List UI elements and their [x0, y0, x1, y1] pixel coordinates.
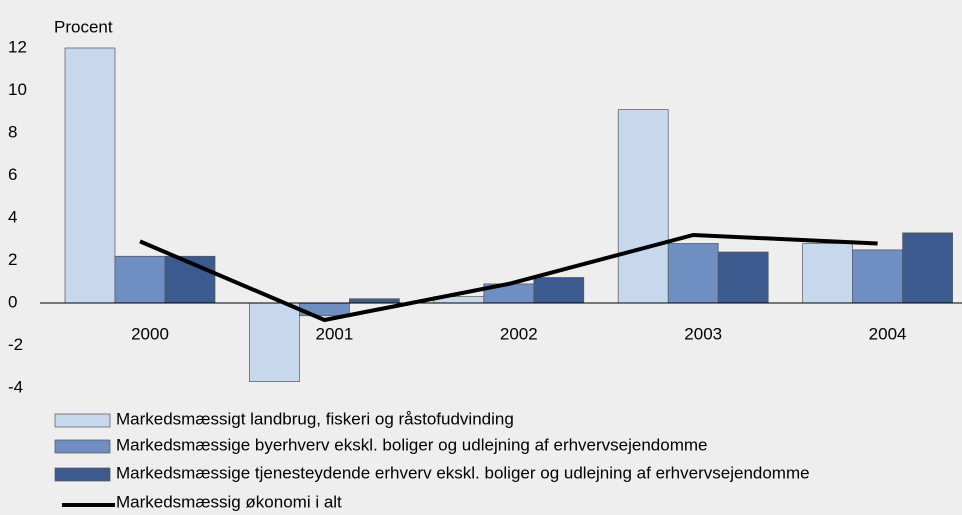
legend-label: Markedsmæssig økonomi i alt	[116, 492, 342, 511]
bar	[617, 109, 669, 304]
bar	[667, 243, 719, 304]
bar	[802, 243, 853, 304]
y-tick-label: 6	[8, 165, 17, 184]
y-axis-label: Procent	[54, 17, 113, 36]
legend-swatch	[54, 439, 111, 454]
x-tick-label: 2002	[500, 324, 538, 343]
legend-label: Markedsmæssige byerhverv ekskl. boliger …	[116, 435, 708, 454]
bar	[717, 251, 769, 304]
y-tick-label: 4	[8, 207, 17, 226]
legend-swatch	[54, 467, 111, 482]
bar	[852, 249, 903, 304]
legend-label: Markedsmæssigt landbrug, fiskeri og råst…	[116, 409, 514, 428]
x-tick-label: 2003	[684, 324, 722, 343]
bar	[249, 302, 300, 382]
x-tick-label: 2001	[315, 324, 353, 343]
y-tick-label: 0	[8, 292, 17, 311]
y-tick-label: 8	[8, 122, 17, 141]
bar	[64, 47, 116, 304]
x-tick-label: 2004	[869, 324, 907, 343]
x-tick-label: 2000	[131, 324, 169, 343]
bar	[533, 277, 585, 304]
bar	[902, 232, 953, 304]
line-series	[139, 232, 878, 323]
y-tick-label: -4	[8, 377, 23, 396]
legend-label: Markedsmæssige tjenesteydende erhverv ek…	[116, 463, 810, 482]
bar	[114, 255, 166, 304]
y-tick-label: 12	[8, 37, 27, 56]
legend-swatch	[54, 413, 111, 428]
y-tick-label: -2	[8, 335, 23, 354]
y-tick-label: 10	[8, 80, 27, 99]
bar	[349, 298, 400, 304]
y-tick-label: 2	[8, 250, 17, 269]
